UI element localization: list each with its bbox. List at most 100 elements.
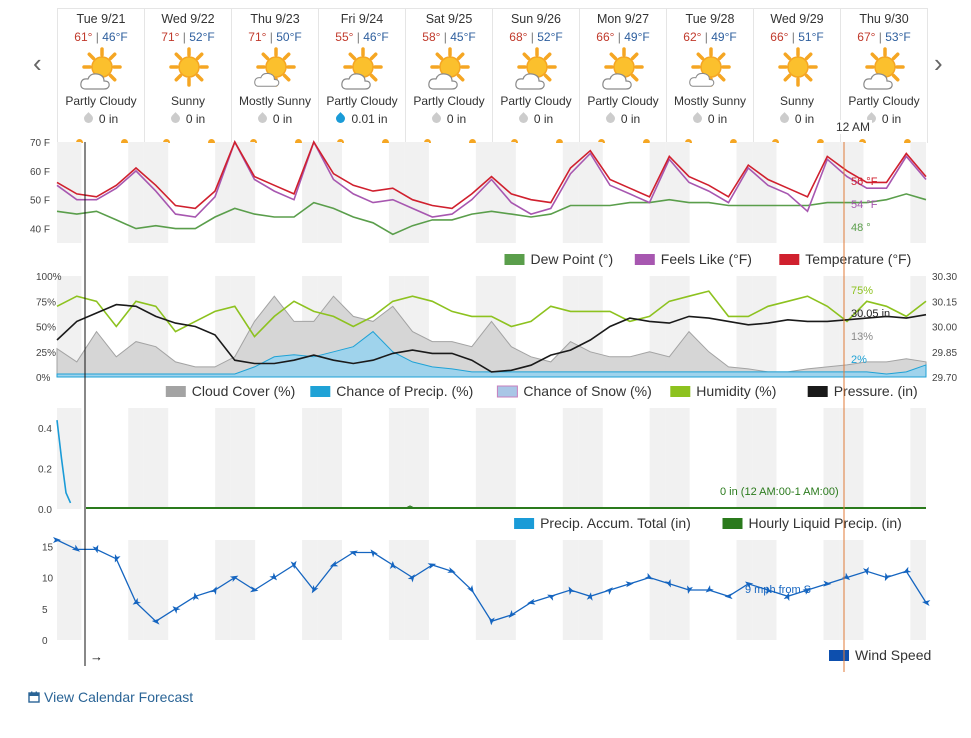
night-band xyxy=(839,276,864,377)
precip-value: 0 in xyxy=(707,112,728,126)
low-temp: 46°F xyxy=(363,30,389,44)
temp-separator: | xyxy=(530,30,534,44)
wind-direction-arrow xyxy=(151,618,161,625)
night-band xyxy=(665,408,690,509)
high-temp: 71° xyxy=(248,30,267,44)
hover-precip-value: 0 in (12 AM:00-1 AM:00) xyxy=(720,486,839,498)
temp-separator: | xyxy=(95,30,99,44)
night-band xyxy=(302,408,318,509)
hover-humidity-value: 75% xyxy=(851,285,873,297)
legend-swatch xyxy=(514,518,535,529)
legend-label: Feels Like (°F) xyxy=(661,251,752,267)
day-card[interactable]: Thu 9/23 71° | 50°F Mostly Sunny 0 in xyxy=(232,9,319,143)
hourly-charts: 70 F 60 F 50 F 40 F 56 °F 54 °F 48 ° Temperatur… xyxy=(30,138,957,672)
wind-direction-arrow xyxy=(605,587,613,595)
wind-direction-arrow xyxy=(842,572,851,581)
sunset-marker xyxy=(469,139,476,143)
precip-value: 0 in xyxy=(794,112,815,126)
y-tick-label: 0 xyxy=(42,636,48,647)
high-temp: 67° xyxy=(857,30,876,44)
day-label: Wed 9/22 xyxy=(161,12,215,26)
y-tick-label: 0.2 xyxy=(38,465,52,476)
wind-direction-arrow xyxy=(802,587,811,595)
precip-chance-area xyxy=(56,330,927,378)
day-card[interactable]: Mon 9/27 66° | 49°F Partly Cloudy 0 in xyxy=(580,9,667,143)
day-card[interactable]: Fri 9/24 55° | 46°F Partly Cloudy 0.01 in xyxy=(319,9,406,143)
high-temp: 62° xyxy=(683,30,702,44)
day-card[interactable]: Wed 9/29 66° | 51°F Sunny 0 in xyxy=(754,9,841,143)
wind-direction-arrow xyxy=(250,586,259,593)
y-tick-label: 100% xyxy=(36,272,62,283)
night-band xyxy=(752,540,777,640)
sun-markers xyxy=(754,137,840,143)
condition-label: Partly Cloudy xyxy=(65,94,137,108)
sunrise-marker xyxy=(163,139,170,143)
low-temp: 52°F xyxy=(537,30,563,44)
high-temp: 66° xyxy=(770,30,789,44)
day-card[interactable]: Tue 9/21 61° | 46°F Partly Cloudy 0 in xyxy=(58,9,145,143)
day-card[interactable]: Tue 9/28 62° | 49°F Mostly Sunny 0 in xyxy=(667,9,754,143)
sunrise-marker xyxy=(76,139,83,143)
y2-tick-label: 29.70 xyxy=(932,373,957,384)
sun-markers xyxy=(406,137,492,143)
day-label: Mon 9/27 xyxy=(596,12,650,26)
night-band xyxy=(910,276,926,377)
day-card[interactable]: Sun 9/26 68° | 52°F Partly Cloudy 0 in xyxy=(493,9,580,143)
view-calendar-forecast-link[interactable]: View Calendar Forecast xyxy=(28,689,193,705)
night-band xyxy=(128,142,144,243)
wind-direction-arrow xyxy=(407,574,415,583)
night-band xyxy=(388,540,405,640)
day-card[interactable]: Sat 9/25 58° | 45°F Partly Cloudy 0 in xyxy=(406,9,493,143)
night-band xyxy=(910,142,926,243)
temp-separator: | xyxy=(791,30,795,44)
y-tick-label: 15 xyxy=(42,542,54,553)
low-temp: 46°F xyxy=(102,30,128,44)
hourly-liquid-blip xyxy=(405,505,415,509)
precip-value: 0 in xyxy=(881,112,902,126)
sunset-marker xyxy=(730,139,737,143)
legend-label: Humidity (%) xyxy=(696,383,776,399)
legend-swatch xyxy=(310,386,331,397)
sun-markers xyxy=(580,137,666,143)
y2-tick-label: 30.00 xyxy=(932,323,957,334)
night-band xyxy=(649,540,666,640)
wind-direction-arrow xyxy=(687,585,693,594)
day-temps: 58° | 45°F xyxy=(406,30,492,45)
y-tick-label: 0.4 xyxy=(38,424,52,435)
wind-direction-arrow xyxy=(922,600,931,607)
night-band xyxy=(839,408,864,509)
pressure-line xyxy=(56,303,927,373)
y-tick-label: 5 xyxy=(42,605,48,616)
wind-direction-arrow xyxy=(329,560,339,567)
wind-direction-arrow xyxy=(862,566,869,576)
sunset-marker xyxy=(121,139,128,143)
partly-cloudy-icon xyxy=(341,47,383,90)
night-band xyxy=(752,408,777,509)
legend-label: Chance of Snow (%) xyxy=(523,383,651,399)
condition-label: Partly Cloudy xyxy=(326,94,398,108)
partly-cloudy-icon xyxy=(80,47,122,90)
wind-direction-arrow xyxy=(389,561,396,570)
prev-days-button[interactable]: ‹ xyxy=(33,48,42,78)
sun-markers xyxy=(667,137,753,143)
precip-amount: 0 in xyxy=(232,112,318,126)
next-days-button[interactable]: › xyxy=(934,48,943,78)
night-band xyxy=(839,540,864,640)
night-band xyxy=(317,408,343,509)
y-tick-label: 10 xyxy=(42,574,54,585)
calendar-icon xyxy=(28,691,40,703)
night-band xyxy=(215,276,231,377)
day-temps: 66° | 49°F xyxy=(580,30,666,45)
day-card[interactable]: Wed 9/22 71° | 52°F Sunny 0 in xyxy=(145,9,232,143)
night-band xyxy=(475,408,492,509)
day-temps: 71° | 50°F xyxy=(232,30,318,45)
wind-direction-arrow xyxy=(586,592,593,601)
day-card[interactable]: Thu 9/30 67° | 53°F Partly Cloudy 0 in xyxy=(841,9,927,143)
precip-value: 0 in xyxy=(620,112,641,126)
wind-direction-arrow xyxy=(193,592,200,601)
precip-value: 0 in xyxy=(185,112,206,126)
wind-direction-arrow xyxy=(370,549,378,558)
y-tick-label: 0.0 xyxy=(38,505,52,516)
night-band xyxy=(665,540,690,640)
sun-markers xyxy=(145,137,231,143)
